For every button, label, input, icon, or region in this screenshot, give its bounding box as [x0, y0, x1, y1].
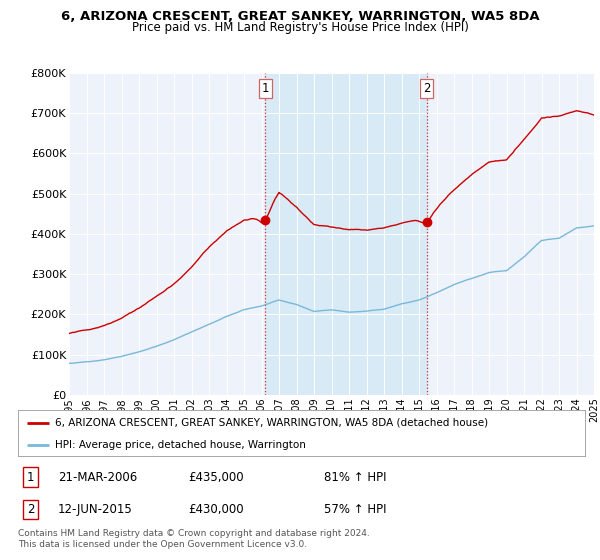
Text: Contains HM Land Registry data © Crown copyright and database right 2024.
This d: Contains HM Land Registry data © Crown c…	[18, 529, 370, 549]
Text: 1: 1	[27, 471, 34, 484]
Text: 6, ARIZONA CRESCENT, GREAT SANKEY, WARRINGTON, WA5 8DA (detached house): 6, ARIZONA CRESCENT, GREAT SANKEY, WARRI…	[55, 418, 488, 428]
Text: 1: 1	[262, 82, 269, 95]
Text: 21-MAR-2006: 21-MAR-2006	[58, 471, 137, 484]
Text: 2: 2	[423, 82, 430, 95]
Text: HPI: Average price, detached house, Warrington: HPI: Average price, detached house, Warr…	[55, 440, 306, 450]
Text: £430,000: £430,000	[188, 503, 244, 516]
Bar	[265, 73, 427, 395]
Text: Price paid vs. HM Land Registry's House Price Index (HPI): Price paid vs. HM Land Registry's House …	[131, 21, 469, 34]
Text: 2: 2	[27, 503, 34, 516]
Text: £435,000: £435,000	[188, 471, 244, 484]
Text: 6, ARIZONA CRESCENT, GREAT SANKEY, WARRINGTON, WA5 8DA: 6, ARIZONA CRESCENT, GREAT SANKEY, WARRI…	[61, 10, 539, 23]
Text: 81% ↑ HPI: 81% ↑ HPI	[324, 471, 386, 484]
Text: 12-JUN-2015: 12-JUN-2015	[58, 503, 133, 516]
Text: 57% ↑ HPI: 57% ↑ HPI	[324, 503, 386, 516]
